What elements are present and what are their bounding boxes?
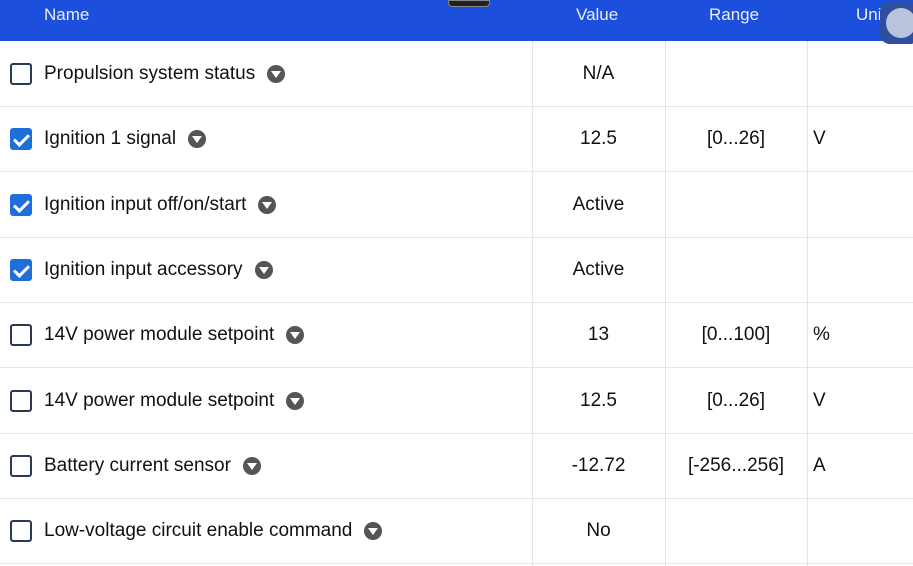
table-row: Ignition 1 signal 12.5 [0...26] V [0,107,913,173]
table-row: 14V power module setpoint 13 [0...100] % [0,303,913,369]
dropdown-icon[interactable] [258,195,277,214]
parameter-name: 14V power module setpoint [44,324,305,346]
row-checkbox[interactable] [10,389,32,412]
parameter-value: Active [572,193,625,215]
header-name: Name [44,5,90,24]
header-value: Value [576,5,619,24]
parameter-value: Active [572,258,625,280]
header-range: Range [709,5,760,24]
parameter-range: [-256...256] [687,454,785,476]
table-row: Battery current sensor -12.72 [-256...25… [0,434,913,499]
parameter-name: Propulsion system status [44,63,286,85]
table-row: Ignition input accessory Active [0,238,913,303]
parameter-unit: A [813,454,826,476]
row-checkbox[interactable] [10,520,32,543]
parameter-label: Ignition 1 signal [44,128,177,150]
parameter-label: 14V power module setpoint [44,324,275,346]
parameter-label: Battery current sensor [44,454,231,476]
parameter-name: 14V power module setpoint [44,389,305,412]
parameter-label: Ignition input accessory [44,258,243,280]
row-checkbox[interactable] [10,324,32,347]
parameter-value: -12.72 [571,454,626,476]
dropdown-icon[interactable] [364,522,383,541]
dropdown-icon[interactable] [286,326,305,345]
parameter-name: Ignition input accessory [44,259,273,281]
parameter-name: Ignition 1 signal [44,128,207,150]
parameter-value: 12.5 [580,128,617,150]
parameter-value: No [586,520,611,542]
parameter-label: Propulsion system status [44,63,256,84]
row-checkbox[interactable] [10,454,32,477]
table-row: Propulsion system status N/A [0,42,913,107]
parameter-unit: % [813,324,830,346]
parameter-value: 13 [587,324,610,346]
parameter-name: Low-voltage circuit enable command [44,520,383,542]
parameter-name: Ignition input off/on/start [44,193,277,216]
row-checkbox[interactable] [10,128,32,151]
parameter-label: Ignition input off/on/start [44,193,247,215]
column-divider [532,41,533,566]
row-checkbox[interactable] [10,63,32,85]
parameter-unit: V [813,128,826,150]
parameter-value: N/A [582,63,615,84]
dropdown-icon[interactable] [188,130,207,149]
row-checkbox[interactable] [10,258,32,281]
parameter-value: 12.5 [580,389,617,411]
parameter-range: [0...100] [701,324,771,346]
column-divider [807,41,808,566]
drag-handle[interactable] [448,0,490,7]
parameter-range: [0...26] [706,128,766,150]
parameter-name: Battery current sensor [44,455,261,477]
row-checkbox[interactable] [10,193,32,216]
parameter-unit: V [813,389,826,411]
parameter-range: [0...26] [706,389,766,411]
table-row: Low-voltage circuit enable command No [0,499,913,565]
table-row: 14V power module setpoint 12.5 [0...26] … [0,369,913,434]
column-divider [665,41,666,566]
header-unit: Unit [856,5,887,24]
table-row: Ignition input off/on/start Active [0,173,913,238]
dropdown-icon[interactable] [242,456,261,475]
parameter-label: 14V power module setpoint [44,389,275,411]
parameter-label: Low-voltage circuit enable command [44,520,353,542]
dropdown-icon[interactable] [267,65,286,83]
table-header: Name Value Range Unit [0,0,913,44]
floating-toggle-button[interactable] [880,2,913,44]
dropdown-icon[interactable] [254,260,273,279]
dropdown-icon[interactable] [286,391,305,410]
